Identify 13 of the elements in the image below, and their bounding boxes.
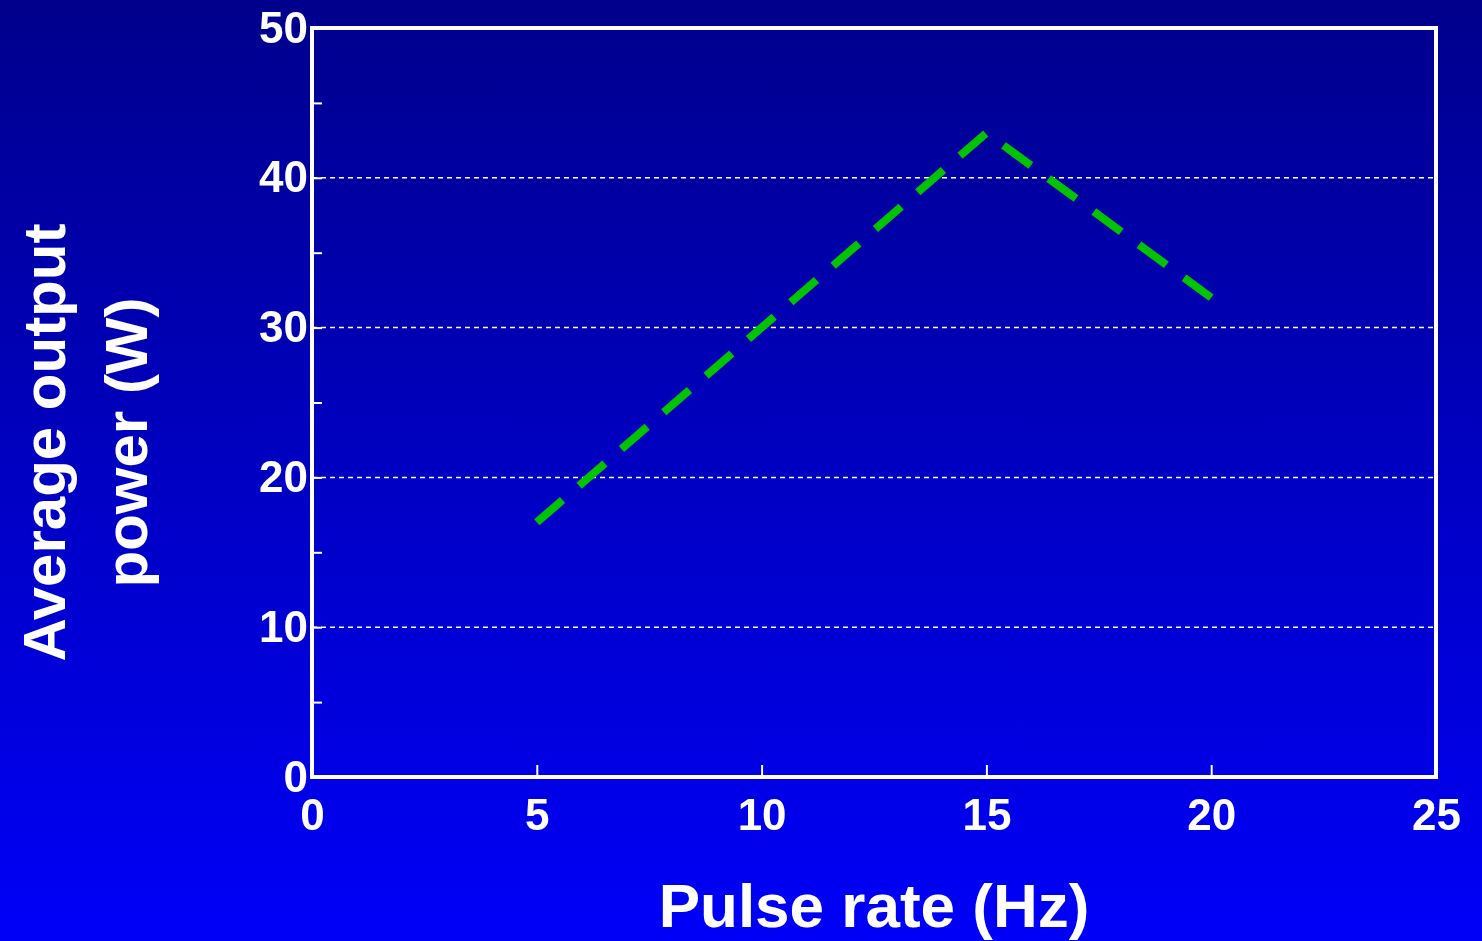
x-tick-label: 10 — [737, 790, 787, 840]
y-tick-label: 20 — [259, 451, 308, 501]
y-axis-title: Average output power (W) — [11, 223, 160, 662]
x-tick-label: 15 — [962, 790, 1012, 840]
y-tick-label: 50 — [259, 2, 308, 52]
y-tick-label: 10 — [259, 601, 308, 651]
x-axis-title: Pulse rate (Hz) — [658, 871, 1090, 940]
y-tick-label: 0 — [283, 751, 308, 801]
x-tick-label: 25 — [1412, 790, 1461, 840]
y-tick-label: 40 — [259, 152, 308, 202]
y-tick-label: 30 — [259, 302, 308, 352]
x-tick-label: 5 — [525, 790, 550, 840]
x-tick-label: 20 — [1187, 790, 1237, 840]
